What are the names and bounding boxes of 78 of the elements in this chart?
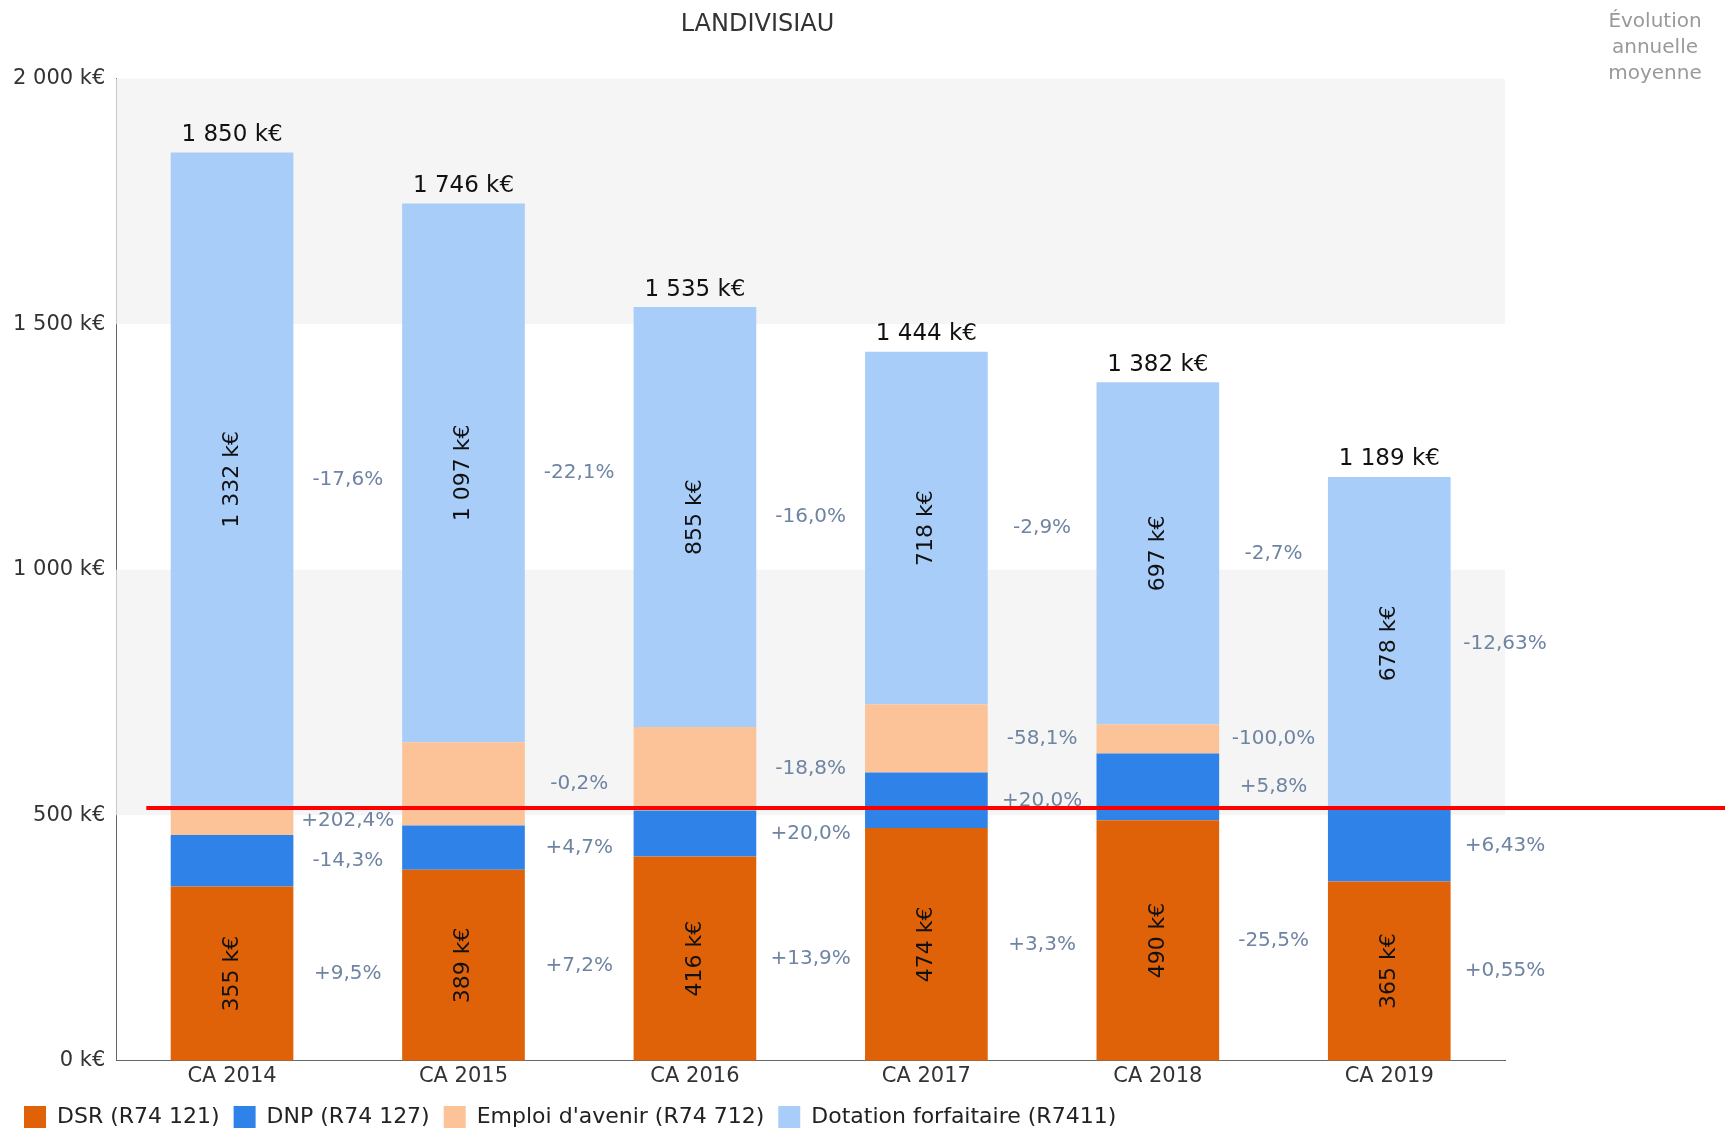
- bar: [633, 307, 757, 727]
- bar: [402, 869, 525, 1061]
- x-tick-label: CA 2016: [650, 1062, 740, 1087]
- annotation: +9,5%: [313, 959, 382, 984]
- bar: [1096, 820, 1220, 1061]
- data-label: 1 332 k€: [217, 431, 243, 528]
- chart-title: LANDIVISIAU: [680, 8, 835, 37]
- bar: [865, 704, 988, 773]
- annotation: +13,9%: [770, 944, 851, 969]
- x-tick-label: CA 2015: [418, 1062, 509, 1087]
- y-tick-label: 1 500 k€: [12, 310, 106, 335]
- annotation: +202,4%: [301, 806, 395, 831]
- annotation: -12,63%: [1463, 629, 1547, 654]
- total-label: 1 850 k€: [181, 119, 283, 146]
- data-label: 678 k€: [1375, 605, 1400, 682]
- total-label: 1 382 k€: [1107, 349, 1209, 376]
- total-label: 1 189 k€: [1338, 444, 1440, 471]
- y-tick-label: 1 000 k€: [12, 556, 106, 581]
- annotation: +5,8%: [1239, 773, 1308, 798]
- bar: [865, 351, 988, 705]
- annotation: -58,1%: [1006, 724, 1078, 749]
- annotation: +7,2%: [545, 951, 613, 976]
- bar: [170, 886, 294, 1061]
- y-tick-label: 2 000 k€: [12, 65, 106, 90]
- annotation: -2,7%: [1244, 539, 1303, 564]
- x-tick-label: CA 2017: [881, 1062, 971, 1087]
- bar: [1327, 809, 1451, 882]
- bar: [402, 203, 525, 743]
- bar: [170, 834, 294, 887]
- annotation: -2,9%: [1013, 514, 1072, 539]
- total-label: 1 746 k€: [412, 170, 515, 197]
- y-tick-label: 0 k€: [59, 1047, 106, 1072]
- annotation: +20,0%: [1001, 786, 1083, 811]
- annotation: -25,5%: [1238, 926, 1309, 951]
- annotation: -17,6%: [312, 465, 384, 490]
- x-tick-label: CA 2019: [1344, 1062, 1434, 1087]
- bar: [1096, 724, 1220, 754]
- annotation: -18,8%: [775, 754, 847, 779]
- data-label: 389 k€: [449, 927, 475, 1004]
- legend-label: DSR (R74 121): [57, 1102, 220, 1128]
- total-label: 1 444 k€: [875, 319, 977, 346]
- data-label: 490 k€: [1143, 902, 1169, 979]
- data-label: 355 k€: [217, 935, 243, 1012]
- bar: [865, 828, 988, 1061]
- annotation: -14,3%: [312, 846, 384, 871]
- bar: [402, 742, 525, 826]
- annotation: +6,43%: [1464, 831, 1546, 856]
- x-tick-label: CA 2014: [187, 1062, 277, 1087]
- annotation: +0,55%: [1464, 957, 1546, 982]
- bar: [1327, 881, 1451, 1061]
- annotation: -16,0%: [775, 503, 847, 528]
- bar: [633, 810, 757, 857]
- legend-label: DNP (R74 127): [266, 1102, 430, 1128]
- x-tick-label: CA 2018: [1113, 1062, 1203, 1087]
- data-label: 697 k€: [1143, 515, 1169, 592]
- data-label: 718 k€: [912, 490, 938, 566]
- data-label: 474 k€: [912, 906, 938, 983]
- data-label: 416 k€: [680, 920, 706, 997]
- annotation: -22,1%: [543, 459, 615, 484]
- data-label: 1 097 k€: [449, 424, 475, 522]
- legend-label: Dotation forfaitaire (R7411): [811, 1102, 1117, 1128]
- data-label: 855 k€: [680, 479, 706, 555]
- annotation: -0,2%: [550, 770, 609, 795]
- annotation: +3,3%: [1008, 930, 1076, 955]
- bar: [865, 772, 988, 829]
- legend-label: Emploi d'avenir (R74 712): [476, 1102, 765, 1128]
- annotation: +4,7%: [545, 833, 613, 858]
- annotation: +20,0%: [770, 819, 851, 844]
- text: Évolution annuelle moyenne: [1608, 8, 1702, 85]
- total-label: 1 535 k€: [644, 274, 746, 301]
- bar: [1096, 753, 1220, 821]
- y-tick-label: 500 k€: [33, 801, 106, 826]
- bar: [402, 825, 525, 870]
- data-label: 365 k€: [1375, 933, 1400, 1010]
- annotation: -100,0%: [1231, 725, 1316, 750]
- bar: [170, 152, 294, 807]
- bar: [1096, 382, 1220, 725]
- bar: [633, 856, 757, 1061]
